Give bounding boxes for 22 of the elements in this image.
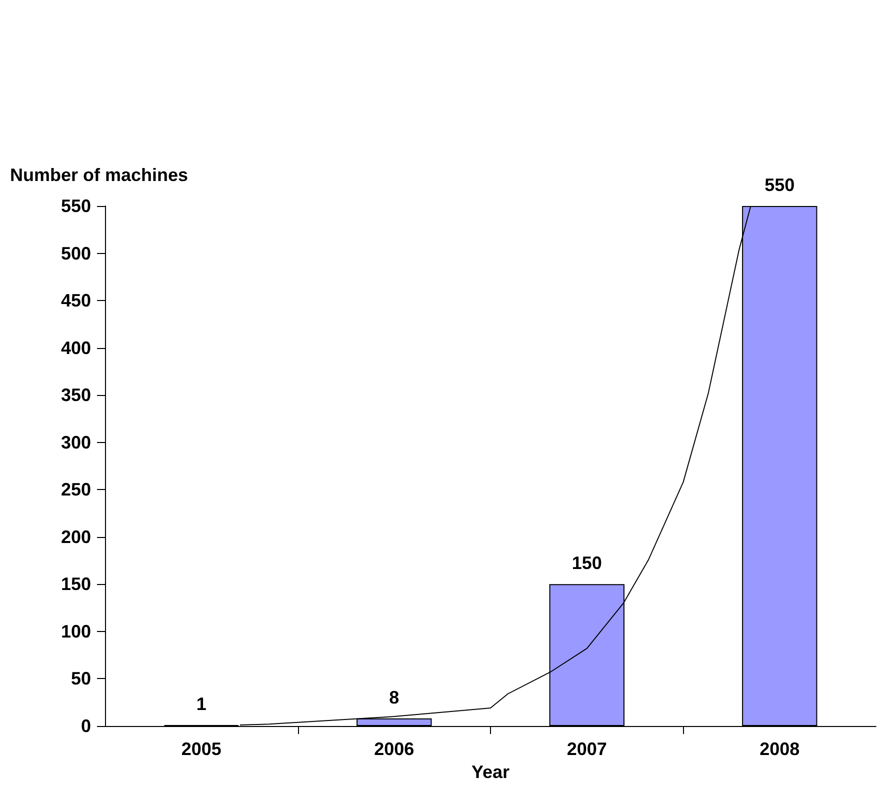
y-tick-label: 300 (60, 432, 91, 452)
y-tick-label: 400 (60, 338, 91, 358)
y-tick-label: 150 (60, 574, 91, 594)
x-tick-label: 2008 (760, 739, 800, 759)
y-tick-label: 500 (60, 243, 91, 264)
y-tick-label: 200 (60, 526, 91, 547)
data-label: 150 (572, 553, 602, 574)
y-axis-title: Number of machines (10, 165, 188, 185)
x-axis-title: Year (471, 762, 510, 782)
y-tick-label: 50 (70, 668, 91, 689)
y-tick-label: 100 (60, 621, 91, 642)
x-tick-label: 2006 (374, 739, 414, 759)
data-label: 1 (196, 694, 206, 714)
y-tick-label: 0 (80, 716, 91, 736)
y-tick-label: 450 (60, 290, 91, 311)
y-tick-label: 250 (60, 480, 91, 500)
y-tick-label: 350 (60, 385, 91, 406)
x-tick-label: 2007 (566, 739, 607, 759)
data-label: 8 (389, 687, 400, 708)
x-tick-label: 2005 (181, 739, 222, 759)
data-label: 550 (764, 175, 795, 195)
y-tick-label: 550 (60, 196, 91, 216)
